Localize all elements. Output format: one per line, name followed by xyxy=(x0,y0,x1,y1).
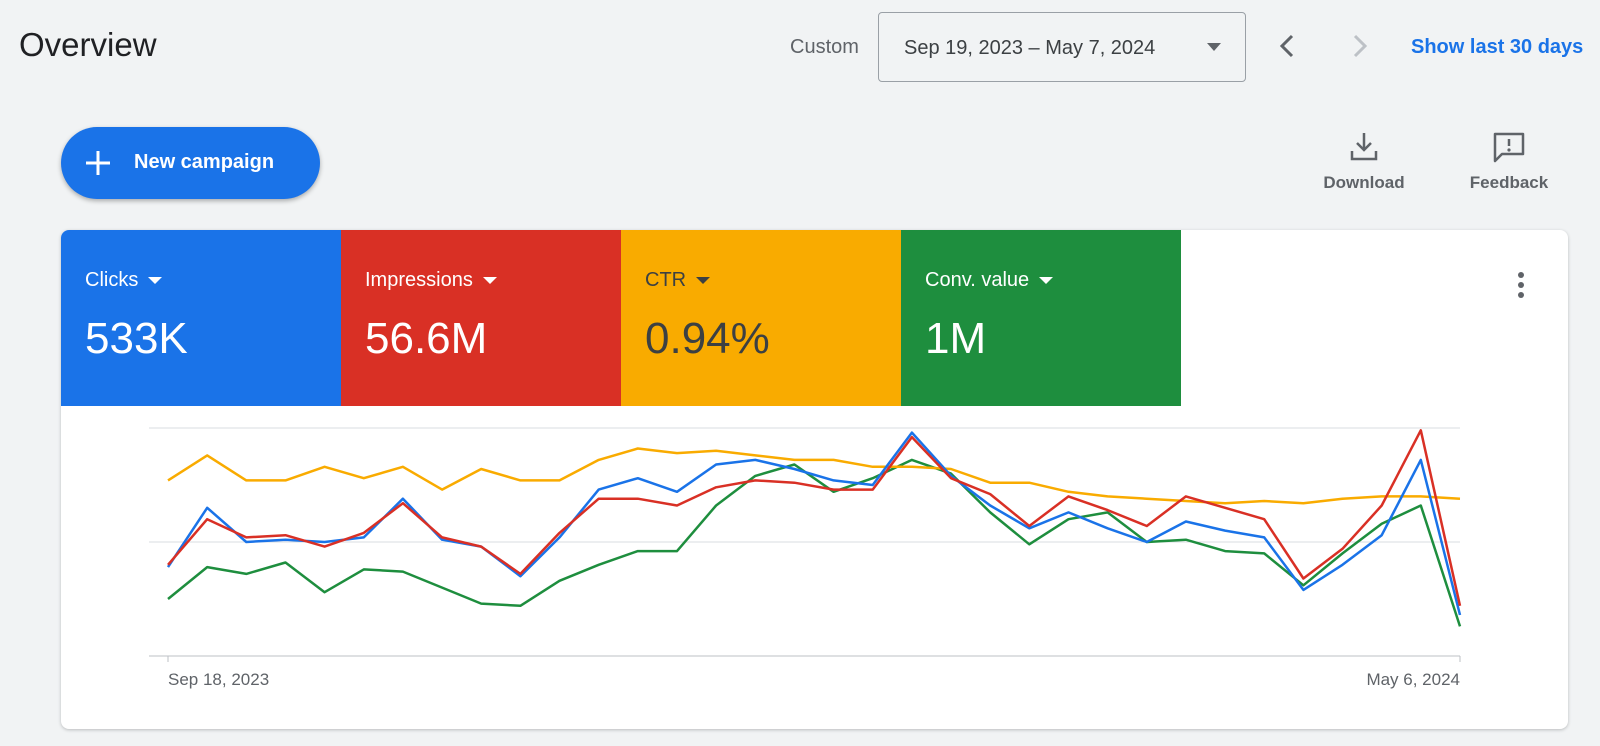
plus-icon xyxy=(86,151,110,175)
x-axis-end-label: May 6, 2024 xyxy=(1366,670,1460,689)
download-icon xyxy=(1350,133,1378,161)
metric-tile-impressions[interactable]: Impressions 56.6M xyxy=(341,230,621,406)
feedback-label: Feedback xyxy=(1469,173,1549,192)
download-label: Download xyxy=(1323,173,1405,192)
performance-card: Clicks 533K Impressions 56.6M CTR 0.94% … xyxy=(61,230,1568,729)
date-range-dropdown[interactable]: Sep 19, 2023 – May 7, 2024 xyxy=(878,12,1246,82)
new-campaign-button[interactable]: New campaign xyxy=(61,127,320,199)
dropdown-arrow-icon xyxy=(696,277,711,285)
date-range-value: Sep 19, 2023 – May 7, 2024 xyxy=(904,37,1156,59)
metric-name: Conv. value xyxy=(925,269,1054,292)
metric-value: 0.94% xyxy=(645,314,770,363)
series-line-impressions xyxy=(167,429,1462,607)
show-last-30-days-link[interactable]: Show last 30 days xyxy=(1411,36,1584,58)
x-axis-start-label: Sep 18, 2023 xyxy=(168,670,269,689)
metric-value: 56.6M xyxy=(365,314,488,363)
dropdown-arrow-icon xyxy=(482,277,497,285)
metric-name: Impressions xyxy=(365,269,497,292)
series-line-ctr xyxy=(167,447,1461,505)
new-campaign-label: New campaign xyxy=(134,151,275,173)
metric-tile-conv-value[interactable]: Conv. value 1M xyxy=(901,230,1181,406)
dropdown-arrow-icon xyxy=(1039,277,1054,285)
feedback-button[interactable]: Feedback xyxy=(1454,131,1564,193)
download-button[interactable]: Download xyxy=(1309,131,1419,193)
previous-period-button[interactable] xyxy=(1268,26,1308,66)
more-options-icon[interactable] xyxy=(1509,270,1533,300)
metric-name: Clicks xyxy=(85,269,163,292)
date-range-type: Custom xyxy=(790,36,859,58)
metric-value: 533K xyxy=(85,314,188,363)
chevron-left-icon xyxy=(1279,34,1294,58)
metric-tile-clicks[interactable]: Clicks 533K xyxy=(61,230,341,406)
metric-tile-ctr[interactable]: CTR 0.94% xyxy=(621,230,901,406)
dropdown-arrow-icon xyxy=(148,277,163,285)
next-period-button[interactable] xyxy=(1339,26,1379,66)
performance-line-chart: Sep 18, 2023 May 6, 2024 xyxy=(149,427,1462,689)
feedback-icon xyxy=(1493,132,1525,163)
chevron-right-icon xyxy=(1353,34,1368,58)
metric-value: 1M xyxy=(925,314,987,363)
page-title: Overview xyxy=(19,26,157,63)
dropdown-arrow-icon xyxy=(1207,43,1221,51)
metric-name: CTR xyxy=(645,269,711,292)
series-line-conv-value xyxy=(167,458,1462,627)
